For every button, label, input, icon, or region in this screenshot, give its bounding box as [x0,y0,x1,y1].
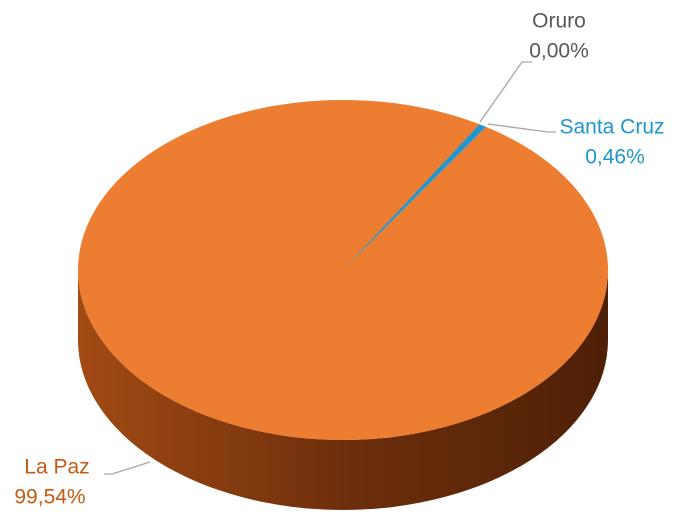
pie [78,100,609,510]
slice-value-label: 0,46% [585,146,645,169]
slice-label: La Paz [24,456,89,479]
pie-slice [78,100,609,441]
leader-line [487,123,556,133]
pie-side [78,270,608,510]
slice-value-label: 0,00% [529,40,589,63]
leader-line [479,61,532,123]
slice-label: Oruro [532,10,586,33]
leader-line [104,461,151,475]
slice-label: Santa Cruz [559,116,664,139]
labels: Oruro 0,00% Santa Cruz 0,46% La Paz 99,54% [14,10,664,509]
slice-value-label: 99,54% [14,486,85,509]
pie-slice [343,124,486,270]
